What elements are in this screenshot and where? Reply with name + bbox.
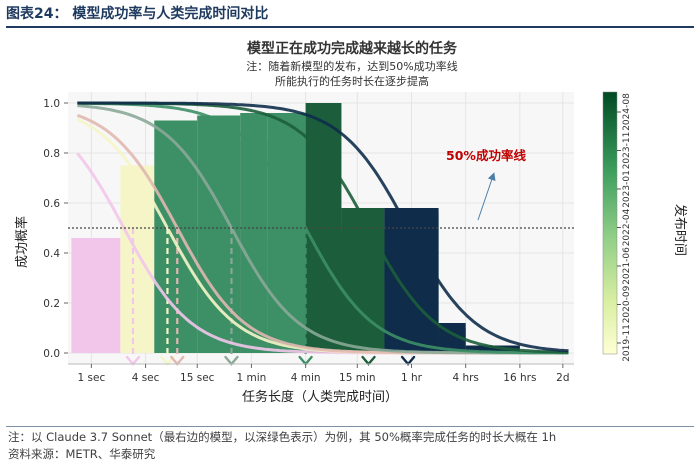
colorbar-title: 发布时间 (672, 204, 688, 256)
step-bars (71, 103, 520, 353)
x-tick-label: 16 hrs (503, 372, 536, 384)
success-bar (240, 113, 268, 353)
colorbar-tick-label: 2021-06 (622, 247, 632, 285)
footer-note: 注：以 Claude 3.7 Sonnet（最右边的模型，以深绿色表示）为例，其… (8, 430, 557, 444)
chart-subtitle-1: 注：随着新模型的发布，达到50%成功率线 (246, 59, 457, 73)
x-tick-label: 15 min (339, 372, 376, 384)
footer-source: 资料来源：METR、华泰研究 (8, 447, 156, 461)
success-bar (267, 113, 306, 353)
x-tick-label: 4 min (291, 372, 321, 384)
y-tick-label: 0.2 (43, 298, 60, 310)
y-tick-label: 0.4 (43, 248, 60, 260)
colorbar-tick-label: 2023-01 (622, 170, 632, 208)
chart-title: 模型正在成功完成越来越长的任务 (247, 40, 458, 57)
colorbar-tick-label: 2022-04 (622, 208, 632, 246)
y-tick-label: 1.0 (43, 98, 60, 110)
threshold-annotation: 50%成功率线 (446, 148, 526, 163)
x-tick-label: 2d (556, 372, 569, 384)
success-bar (154, 120, 198, 353)
x-tick-label: 15 sec (180, 372, 215, 384)
y-tick-label: 0.0 (43, 348, 60, 360)
header-rule (6, 26, 694, 28)
y-axis-label: 成功概率 (14, 216, 30, 268)
footer-rule (6, 426, 694, 427)
x-tick-label: 4 sec (132, 372, 160, 384)
success-bar (384, 208, 439, 353)
colorbar-tick-label: 2024-08 (622, 93, 632, 131)
success-curve (77, 101, 569, 353)
x-tick-label: 1 sec (78, 372, 106, 384)
y-tick-label: 0.8 (43, 148, 60, 160)
success-rate-chart: 1 sec 4 sec 15 sec 1 min 4 min 15 min 1 hr 4 hr… (14, 40, 688, 405)
x-axis: 1 sec 4 sec 15 sec 1 min 4 min 15 min 1 hr 4 hr… (68, 363, 574, 384)
x-tick-label: 4 hrs (452, 372, 478, 384)
figure-header: 图表24： 模型成功率与人类完成时间对比 (6, 6, 269, 22)
y-axis: 0.0 0.2 0.4 0.6 0.8 1.0 (43, 98, 68, 360)
success-bar (305, 103, 342, 353)
colorbar (602, 91, 618, 355)
success-curve (77, 101, 569, 355)
colorbar-ticks: 2019-112020-092021-062022-042023-012023-… (617, 93, 632, 362)
annotation-arrow (477, 172, 496, 221)
colorbar-tick-label: 2020-09 (622, 285, 632, 323)
chart-subtitle-2: 所能执行的任务时长在逐步提高 (275, 74, 429, 88)
colorbar-tick-label: 2019-11 (622, 324, 632, 362)
success-bar (71, 238, 121, 353)
success-bar (465, 345, 520, 353)
success-bar (341, 208, 385, 353)
logistic-curves (76, 101, 569, 355)
x-tick-label: 1 min (237, 372, 267, 384)
y-tick-label: 0.6 (43, 198, 60, 210)
colorbar-tick-label: 2023-11 (622, 132, 632, 170)
x-axis-label: 任务长度（人类完成时间） (242, 389, 398, 405)
x-tick-label: 1 hr (401, 372, 423, 384)
